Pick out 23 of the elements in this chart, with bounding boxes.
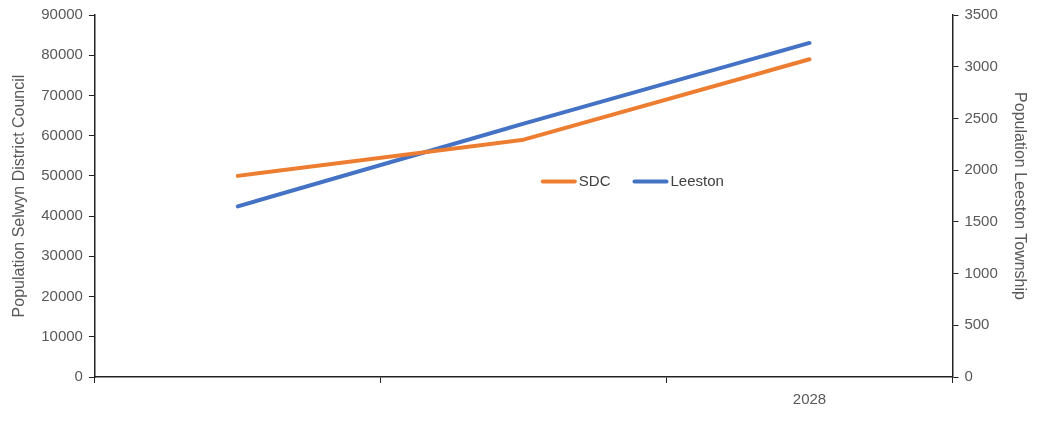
- y-tick-label: 30000: [41, 246, 83, 264]
- y-tick-label: 80000: [41, 45, 83, 63]
- y-axis-title: Population Selwyn District Council: [10, 74, 28, 318]
- y2-tick-label: 0: [964, 367, 973, 385]
- y2-tick-label: 2000: [964, 160, 998, 178]
- y2-tick-label: 3500: [964, 5, 998, 23]
- y2-tick-label: 2500: [964, 108, 998, 126]
- y-tick-label: 50000: [41, 166, 83, 184]
- legend-label: SDC: [578, 171, 611, 189]
- y2-tick-label: 3000: [964, 56, 998, 74]
- y-tick-label: 70000: [41, 85, 83, 103]
- y-tick-label: 60000: [41, 125, 83, 143]
- x-tick-label: 2028: [792, 390, 827, 408]
- y-tick-label: 0: [74, 367, 83, 385]
- y2-axis-title: Population Leeston Township: [1011, 92, 1029, 301]
- y-tick-label: 90000: [41, 5, 83, 23]
- y2-tick-label: 1500: [964, 212, 998, 229]
- legend-label: Leeston: [670, 171, 724, 189]
- y-tick-label: 10000: [41, 326, 83, 344]
- y2-tick-label: 1000: [964, 263, 998, 281]
- y-tick-label: 40000: [41, 206, 83, 224]
- y2-tick-label: 500: [964, 315, 990, 333]
- y-tick-label: 20000: [41, 286, 83, 304]
